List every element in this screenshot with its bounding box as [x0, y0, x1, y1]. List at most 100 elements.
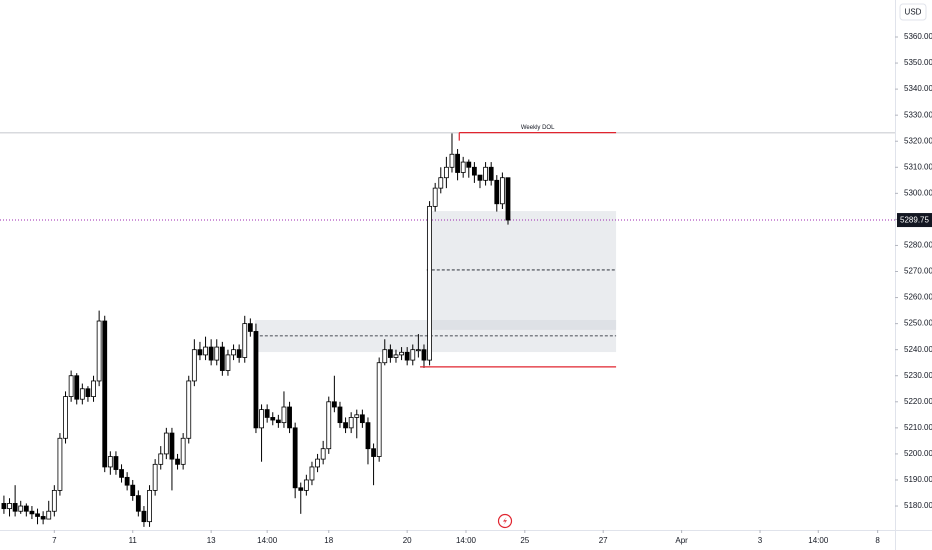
candle-body — [320, 448, 326, 460]
x-tick-label: 20 — [403, 536, 412, 545]
candle-body — [460, 161, 466, 173]
price-tag-label: 5289.75 — [900, 216, 929, 225]
candle-body — [483, 166, 488, 181]
candle-body — [68, 375, 74, 397]
candle-body — [494, 179, 500, 205]
candle-body — [158, 453, 164, 465]
y-tick-label: 5240.00 — [904, 345, 932, 354]
candle-body — [141, 510, 147, 523]
candle-body — [253, 331, 259, 429]
candle-body — [488, 166, 494, 181]
candle-body — [225, 354, 231, 371]
candle-body — [180, 437, 186, 465]
x-tick-label: 25 — [520, 536, 529, 545]
candle-body — [466, 161, 472, 168]
candle-body — [7, 503, 12, 510]
candle-body — [152, 463, 158, 491]
candle-body — [259, 409, 264, 429]
candle-body — [113, 456, 119, 470]
candle-body — [203, 346, 208, 356]
candle-body — [57, 437, 63, 491]
candle-body — [359, 414, 365, 424]
candle-body — [287, 406, 292, 429]
candle-body — [12, 503, 18, 512]
candle-body — [376, 362, 382, 457]
candle-body — [281, 406, 287, 424]
candle-body — [275, 419, 281, 424]
candle-body — [214, 346, 220, 361]
x-tick-label: 8 — [875, 536, 880, 545]
candle-body — [163, 432, 169, 455]
y-tick-label: 5260.00 — [904, 293, 932, 302]
candle-body — [421, 349, 427, 361]
currency-box[interactable] — [899, 3, 927, 21]
candle-body — [107, 456, 113, 468]
candle-body — [432, 187, 438, 207]
y-tick-label: 5210.00 — [904, 423, 932, 432]
x-tick-label: 27 — [599, 536, 608, 545]
x-tick-label: 14:00 — [808, 536, 829, 545]
y-tick-label: 5280.00 — [904, 241, 932, 250]
candle-body — [85, 388, 91, 397]
x-tick-label: 13 — [207, 536, 216, 545]
y-tick-label: 5270.00 — [904, 267, 932, 276]
currency-label: USD — [905, 8, 922, 17]
candle-body — [264, 409, 270, 418]
candle-body — [438, 177, 444, 189]
x-tick-label: 14:00 — [257, 536, 278, 545]
y-tick-label: 5230.00 — [904, 371, 932, 380]
y-tick-label: 5200.00 — [904, 449, 932, 458]
y-tick-label: 5300.00 — [904, 188, 932, 197]
price-tag — [897, 213, 932, 228]
candle-body — [505, 177, 511, 221]
candle-body — [443, 166, 449, 179]
candle-body — [119, 469, 124, 478]
y-tick-label: 5180.00 — [904, 501, 932, 510]
candle-body — [410, 349, 416, 361]
x-tick-label: 7 — [52, 536, 57, 545]
x-tick-label: 18 — [324, 536, 333, 545]
y-tick-label: 5350.00 — [904, 58, 932, 67]
candle-body — [46, 510, 52, 520]
candle-body — [29, 510, 35, 515]
candle-body — [477, 174, 483, 181]
candle-body — [23, 505, 29, 512]
level-label: Weekly DOL — [521, 125, 555, 131]
candle-body — [393, 354, 399, 358]
candle-body — [124, 476, 130, 486]
logo — [497, 513, 513, 529]
candle-body — [499, 177, 505, 205]
candle-body — [35, 513, 40, 517]
candle-body — [382, 349, 388, 364]
candle-body — [231, 349, 236, 356]
candle-body — [427, 205, 432, 361]
candle-body — [343, 422, 348, 429]
candle-body — [96, 320, 102, 382]
candle-body — [292, 427, 298, 489]
candle-body — [471, 166, 477, 176]
y-tick-label: 5310.00 — [904, 162, 932, 171]
candle-body — [303, 479, 309, 491]
candle-body — [415, 349, 421, 352]
candle-body — [74, 375, 80, 400]
candle-body — [371, 448, 376, 457]
candle-body — [197, 349, 203, 356]
candle-body — [242, 323, 248, 358]
y-tick-label: 5340.00 — [904, 84, 932, 93]
x-tick-label: 14:00 — [456, 536, 477, 545]
x-tick-label: 11 — [129, 536, 138, 545]
candle-body — [331, 401, 337, 408]
x-tick-label: 3 — [758, 536, 763, 545]
candle-body — [449, 153, 455, 168]
candle-body — [315, 458, 320, 468]
zone — [426, 211, 617, 330]
candle-body — [399, 351, 404, 356]
x-tick-label: Apr — [675, 536, 688, 545]
candle-body — [326, 401, 332, 450]
candle-body — [309, 466, 315, 481]
y-tick-label: 5360.00 — [904, 32, 932, 41]
candle-body — [219, 346, 225, 371]
candle-body — [79, 388, 85, 400]
